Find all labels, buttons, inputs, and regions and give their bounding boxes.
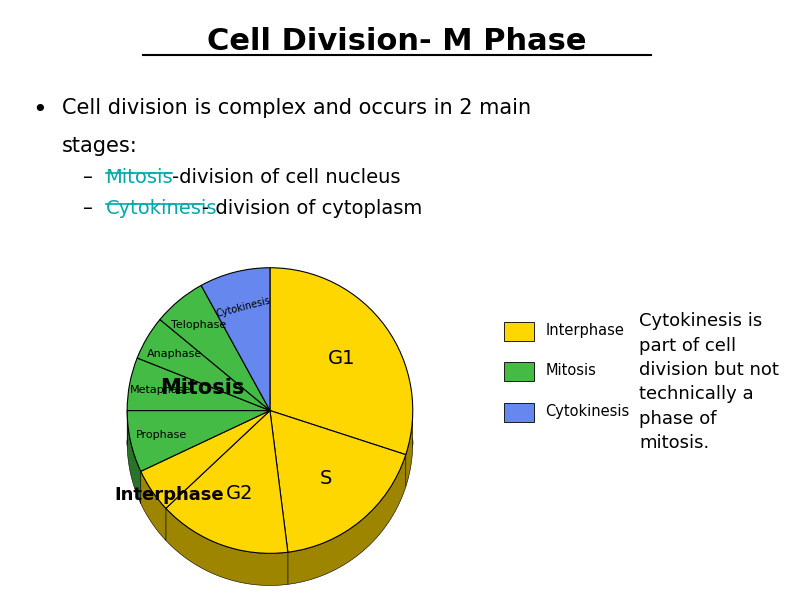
Wedge shape	[270, 268, 413, 455]
Text: Metaphase: Metaphase	[130, 385, 191, 394]
Text: Mitosis: Mitosis	[106, 168, 173, 187]
Ellipse shape	[127, 400, 413, 486]
Wedge shape	[166, 411, 288, 553]
Text: Cytokinesis: Cytokinesis	[215, 295, 272, 318]
Text: –: –	[83, 199, 99, 218]
FancyBboxPatch shape	[504, 403, 534, 422]
Wedge shape	[160, 286, 270, 411]
Text: Anaphase: Anaphase	[146, 349, 202, 359]
Text: Cell Division- M Phase: Cell Division- M Phase	[207, 27, 587, 56]
Text: –: –	[83, 168, 99, 187]
Text: G2: G2	[226, 484, 254, 503]
Polygon shape	[166, 508, 288, 585]
Text: Cytokinesis is
part of cell
division but not
technically a
phase of
mitosis.: Cytokinesis is part of cell division but…	[639, 312, 779, 452]
Text: Interphase: Interphase	[115, 486, 225, 504]
Text: Cytokinesis: Cytokinesis	[545, 403, 630, 419]
Text: •: •	[32, 98, 47, 122]
Text: S: S	[320, 469, 333, 488]
Text: Interphase: Interphase	[545, 322, 624, 338]
Text: Mitosis: Mitosis	[545, 363, 596, 378]
Polygon shape	[127, 411, 141, 503]
Polygon shape	[406, 414, 413, 487]
Polygon shape	[288, 455, 406, 584]
Text: Prophase: Prophase	[136, 430, 187, 440]
Text: G1: G1	[328, 349, 356, 368]
Text: -division of cell nucleus: -division of cell nucleus	[172, 168, 400, 187]
FancyBboxPatch shape	[504, 362, 534, 381]
Wedge shape	[127, 411, 270, 471]
Wedge shape	[270, 411, 406, 552]
Wedge shape	[141, 411, 270, 508]
Wedge shape	[127, 358, 270, 411]
Text: Telophase: Telophase	[172, 320, 226, 330]
Text: stages:: stages:	[62, 136, 137, 156]
Text: Cytokinesis: Cytokinesis	[106, 199, 217, 218]
Text: Mitosis: Mitosis	[160, 378, 245, 399]
FancyBboxPatch shape	[504, 322, 534, 341]
Text: - division of cytoplasm: - division of cytoplasm	[202, 199, 422, 218]
Wedge shape	[201, 268, 270, 411]
Wedge shape	[137, 320, 270, 411]
Text: Cell division is complex and occurs in 2 main: Cell division is complex and occurs in 2…	[62, 98, 531, 118]
Polygon shape	[141, 471, 166, 540]
